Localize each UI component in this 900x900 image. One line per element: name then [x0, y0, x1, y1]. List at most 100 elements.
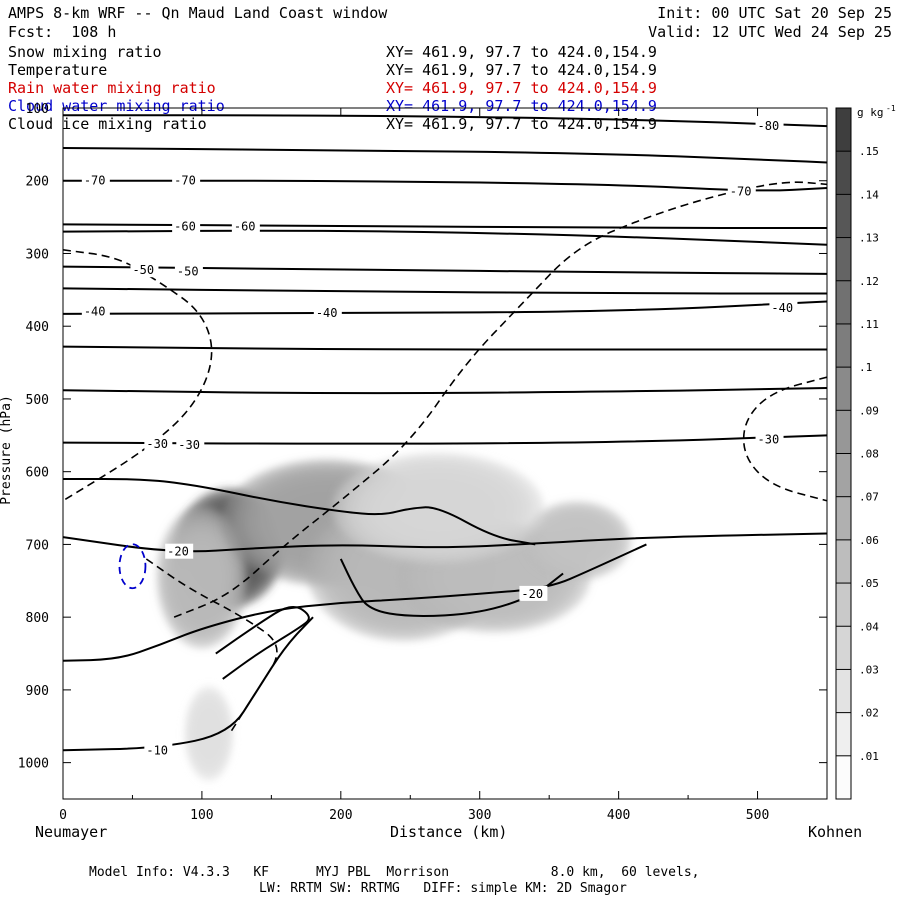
- field-xy-3: XY= 461.9, 97.7 to 424.0,154.9: [386, 97, 657, 115]
- colorbar-bin-8: [836, 410, 851, 454]
- contour-label-6: -60: [174, 220, 196, 234]
- snow-cell-6-level-5: [332, 452, 544, 564]
- snow-cell-1-level-5: [156, 506, 248, 649]
- colorbar-bin-1: [836, 712, 851, 756]
- colorbar-label-8: .09: [859, 404, 879, 417]
- colorbar-bin-7: [836, 453, 851, 497]
- temperature-contour-11: [63, 345, 827, 351]
- temperature-contour-12: [63, 300, 827, 315]
- contour-label-17: -30: [178, 438, 200, 452]
- lower-contour-3: [339, 558, 564, 617]
- left-end-label: Neumayer: [35, 823, 108, 841]
- colorbar-label-11: .12: [859, 275, 879, 288]
- y-tick-label-1: 200: [26, 175, 49, 190]
- contour-label-bg-6: [172, 218, 201, 234]
- contour-label-bg-19: [165, 543, 194, 559]
- temperature-contour-6: [63, 223, 827, 230]
- colorbar-label-4: .05: [859, 577, 879, 590]
- colorbar-bin-5: [836, 539, 851, 584]
- plot-frame: [62, 107, 828, 800]
- colorbar-label-9: .1: [859, 361, 872, 374]
- contour-label-12: -40: [84, 305, 106, 319]
- colorbar-label-13: .14: [859, 188, 879, 201]
- contour-label-bg-7: [231, 218, 260, 234]
- colorbar-label-6: .07: [859, 491, 879, 504]
- y-tick-label-8: 900: [26, 684, 49, 699]
- x-tick-label-0: 0: [59, 808, 67, 823]
- cloud-water-contour: [118, 543, 147, 590]
- colorbar-label-14: .15: [859, 145, 879, 158]
- contour-label-4: -70: [730, 185, 752, 199]
- colorbar-label-2: .03: [859, 663, 879, 676]
- x-tick-label-2: 200: [329, 808, 352, 823]
- field-name-0: Snow mixing ratio: [8, 43, 162, 61]
- y-tick-label-9: 1000: [18, 757, 49, 772]
- colorbar-bin-13: [836, 194, 851, 238]
- contour-label-bg-21: [144, 742, 173, 758]
- field-xy-0: XY= 461.9, 97.7 to 424.0,154.9: [386, 43, 657, 61]
- colorbar: .01 .02 .03 .04 .05 .06 .07 .08 .09 .1 .11 .12 .13 .1…: [835, 104, 896, 800]
- field-name-3: Cloud water mixing ratio: [8, 97, 225, 115]
- lower-contour-0: [63, 477, 536, 546]
- temperature-contour-8: [63, 287, 827, 295]
- colorbar-bin-0: [836, 755, 851, 799]
- colorbar-label-10: .11: [859, 318, 879, 331]
- field-name-1: Temperature: [8, 61, 108, 79]
- colorbar-label-1: .02: [859, 707, 879, 720]
- contour-label-bg-2: [81, 172, 110, 188]
- colorbar-label-3: .04: [859, 620, 879, 633]
- temperature-contour-2: [63, 179, 827, 192]
- x-tick-label-5: 500: [746, 808, 769, 823]
- colorbar-bin-14: [836, 151, 851, 195]
- contour-label-bg-17: [176, 436, 205, 452]
- field-xy-2: XY= 461.9, 97.7 to 424.0,154.9: [386, 79, 657, 97]
- y-tick-label-4: 500: [26, 393, 49, 408]
- contour-label-bg-4: [727, 183, 756, 199]
- cloud-water-contours: [118, 543, 147, 590]
- contour-label-bg-20: [519, 585, 548, 601]
- contour-label-9: -50: [132, 263, 154, 277]
- colorbar-bin-3: [836, 626, 851, 670]
- temperature-contours: [63, 114, 827, 752]
- valid-time: Valid: 12 UTC Wed 24 Sep 25: [648, 23, 892, 41]
- contour-label-bg-16: [144, 436, 173, 452]
- y-tick-label-3: 400: [26, 320, 49, 335]
- colorbar-label-12: .13: [859, 232, 879, 245]
- colorbar-bin-6: [836, 496, 851, 540]
- contour-labels: -80-70 -70-70-60 -60-50 -50-40 -40 -40-30 -30-…: [81, 118, 798, 758]
- dashed-contour-1: [173, 181, 827, 618]
- contour-label-19: -20: [167, 545, 189, 559]
- colorbar-label-5: .06: [859, 534, 879, 547]
- field-name-2: Rain water mixing ratio: [8, 79, 216, 97]
- contour-label-bg-3: [172, 172, 201, 188]
- y-tick-label-2: 300: [26, 247, 49, 262]
- y-tick-label-5: 600: [26, 466, 49, 481]
- contour-label-bg-18: [755, 431, 784, 447]
- x-tick-label-1: 100: [190, 808, 213, 823]
- contour-label-3: -70: [174, 174, 196, 188]
- forecast-hour: Fcst: 108 h: [8, 23, 117, 41]
- temperature-contour-5: [63, 229, 827, 246]
- y-axis-label: Pressure (hPa): [0, 395, 14, 505]
- colorbar-unit: g kg: [857, 106, 884, 119]
- temperature-contour-15: [63, 387, 827, 395]
- colorbar-label-7: .08: [859, 448, 879, 461]
- y-tick-label-6: 700: [26, 538, 49, 553]
- contour-label-bg-12: [81, 303, 110, 319]
- contour-label-bg-10: [174, 263, 203, 279]
- colorbar-label-0: .01: [859, 750, 879, 763]
- field-xy-1: XY= 461.9, 97.7 to 424.0,154.9: [386, 61, 657, 79]
- colorbar-bin-2: [836, 669, 851, 713]
- init-time: Init: 00 UTC Sat 20 Sep 25: [657, 4, 892, 22]
- snow-mixing-ratio-field: [156, 452, 632, 781]
- lower-contour-2: [215, 605, 310, 680]
- dashed-contour-0: [63, 249, 213, 502]
- colorbar-unit-exponent: -1: [886, 104, 896, 113]
- model-info-line2: LW: RRTM SW: RRTMG DIFF: simple KM: 2D S…: [259, 881, 627, 896]
- field-name-4: Cloud ice mixing ratio: [8, 115, 207, 133]
- contour-label-7: -60: [234, 220, 256, 234]
- model-info-line1: Model Info: V4.3.3 KF MYJ PBL Morrison 8…: [89, 865, 700, 880]
- contour-label-bg-14: [769, 300, 798, 316]
- temperature-contour-19: [63, 532, 827, 553]
- temperature-contour-0: [63, 114, 827, 128]
